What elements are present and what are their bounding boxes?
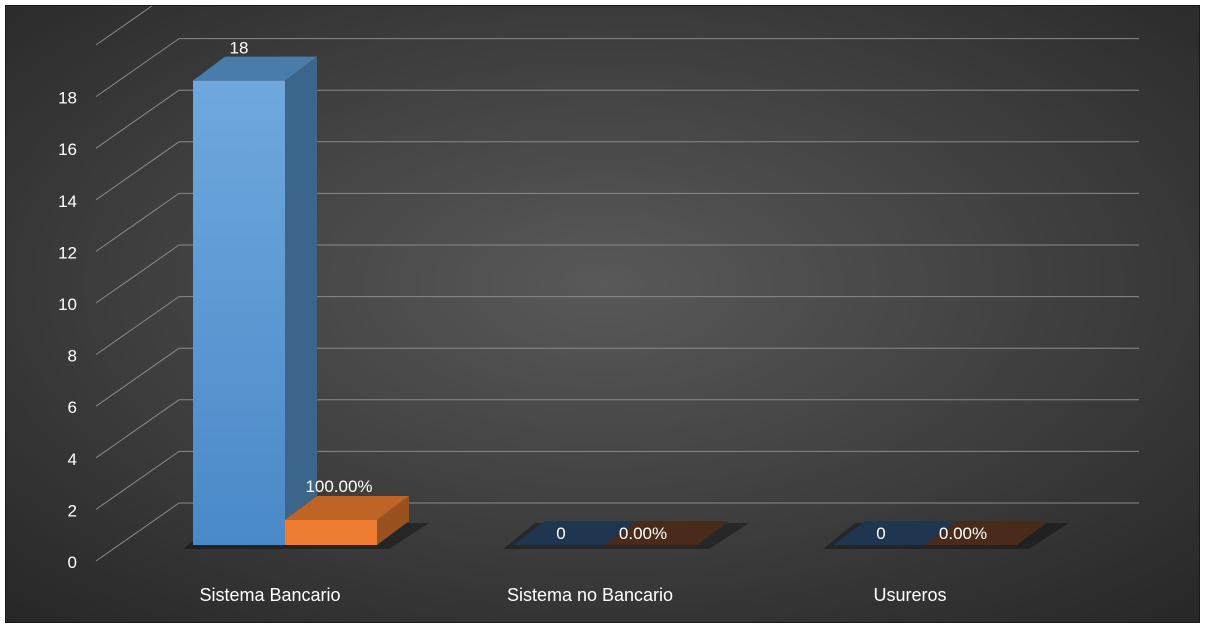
bar-series-2 — [285, 495, 409, 545]
y-tick-label: 18 — [58, 89, 77, 108]
y-tick-label: 10 — [58, 295, 77, 314]
bar-series-1 — [833, 521, 957, 545]
gridline-diagonal — [95, 347, 180, 407]
category-label: Sistema Bancario — [199, 585, 340, 605]
bars — [193, 56, 1049, 545]
y-tick-label: 2 — [68, 501, 77, 520]
bar-series-1-side — [285, 56, 317, 545]
bar-series-1-front — [193, 80, 285, 545]
gridline-diagonal — [95, 399, 180, 459]
data-label: 18 — [230, 39, 249, 58]
gridline-diagonal — [95, 89, 180, 149]
gridline-diagonal — [95, 502, 180, 562]
gridline-diagonal — [95, 244, 180, 304]
y-tick-label: 16 — [58, 140, 77, 159]
bar-series-1 — [193, 56, 317, 545]
y-tick-label: 6 — [68, 398, 77, 417]
bar-series-2-side — [377, 495, 409, 545]
gridline-diagonal — [95, 450, 180, 510]
y-tick-label: 8 — [68, 347, 77, 366]
labels: 0 2 4 6 8 10 12 14 16 18 18 100.00% Sistema Bancario… — [58, 39, 987, 605]
data-label: 100.00% — [305, 477, 372, 496]
y-tick-label: 12 — [58, 243, 77, 262]
gridline-diagonal — [95, 296, 180, 356]
data-label: 0.00% — [939, 524, 987, 543]
gridlines — [95, 6, 1139, 562]
bar-series-2-front — [285, 519, 377, 545]
data-label: 0.00% — [619, 524, 667, 543]
chart-svg: 0 2 4 6 8 10 12 14 16 18 18 100.00% Sistema Bancario… — [6, 6, 1199, 622]
data-label: 0 — [556, 524, 565, 543]
bar-series-2 — [605, 521, 729, 545]
bar-series-1 — [513, 521, 637, 545]
data-label: 0 — [876, 524, 885, 543]
bar-series-2 — [925, 521, 1049, 545]
y-tick-label: 14 — [58, 192, 77, 211]
category-label: Sistema no Bancario — [507, 585, 673, 605]
chart-area: 0 2 4 6 8 10 12 14 16 18 18 100.00% Sistema Bancario… — [5, 5, 1200, 623]
bar-series-2-top — [285, 495, 409, 520]
y-tick-label: 0 — [68, 553, 77, 572]
gridline-diagonal — [95, 38, 180, 98]
category-label: Usureros — [873, 585, 946, 605]
bar-series-1-top — [193, 56, 317, 81]
y-tick-label: 4 — [68, 450, 77, 469]
gridline-diagonal — [95, 141, 180, 201]
gridline-diagonal — [95, 192, 180, 252]
gridline-diagonal — [95, 6, 153, 46]
